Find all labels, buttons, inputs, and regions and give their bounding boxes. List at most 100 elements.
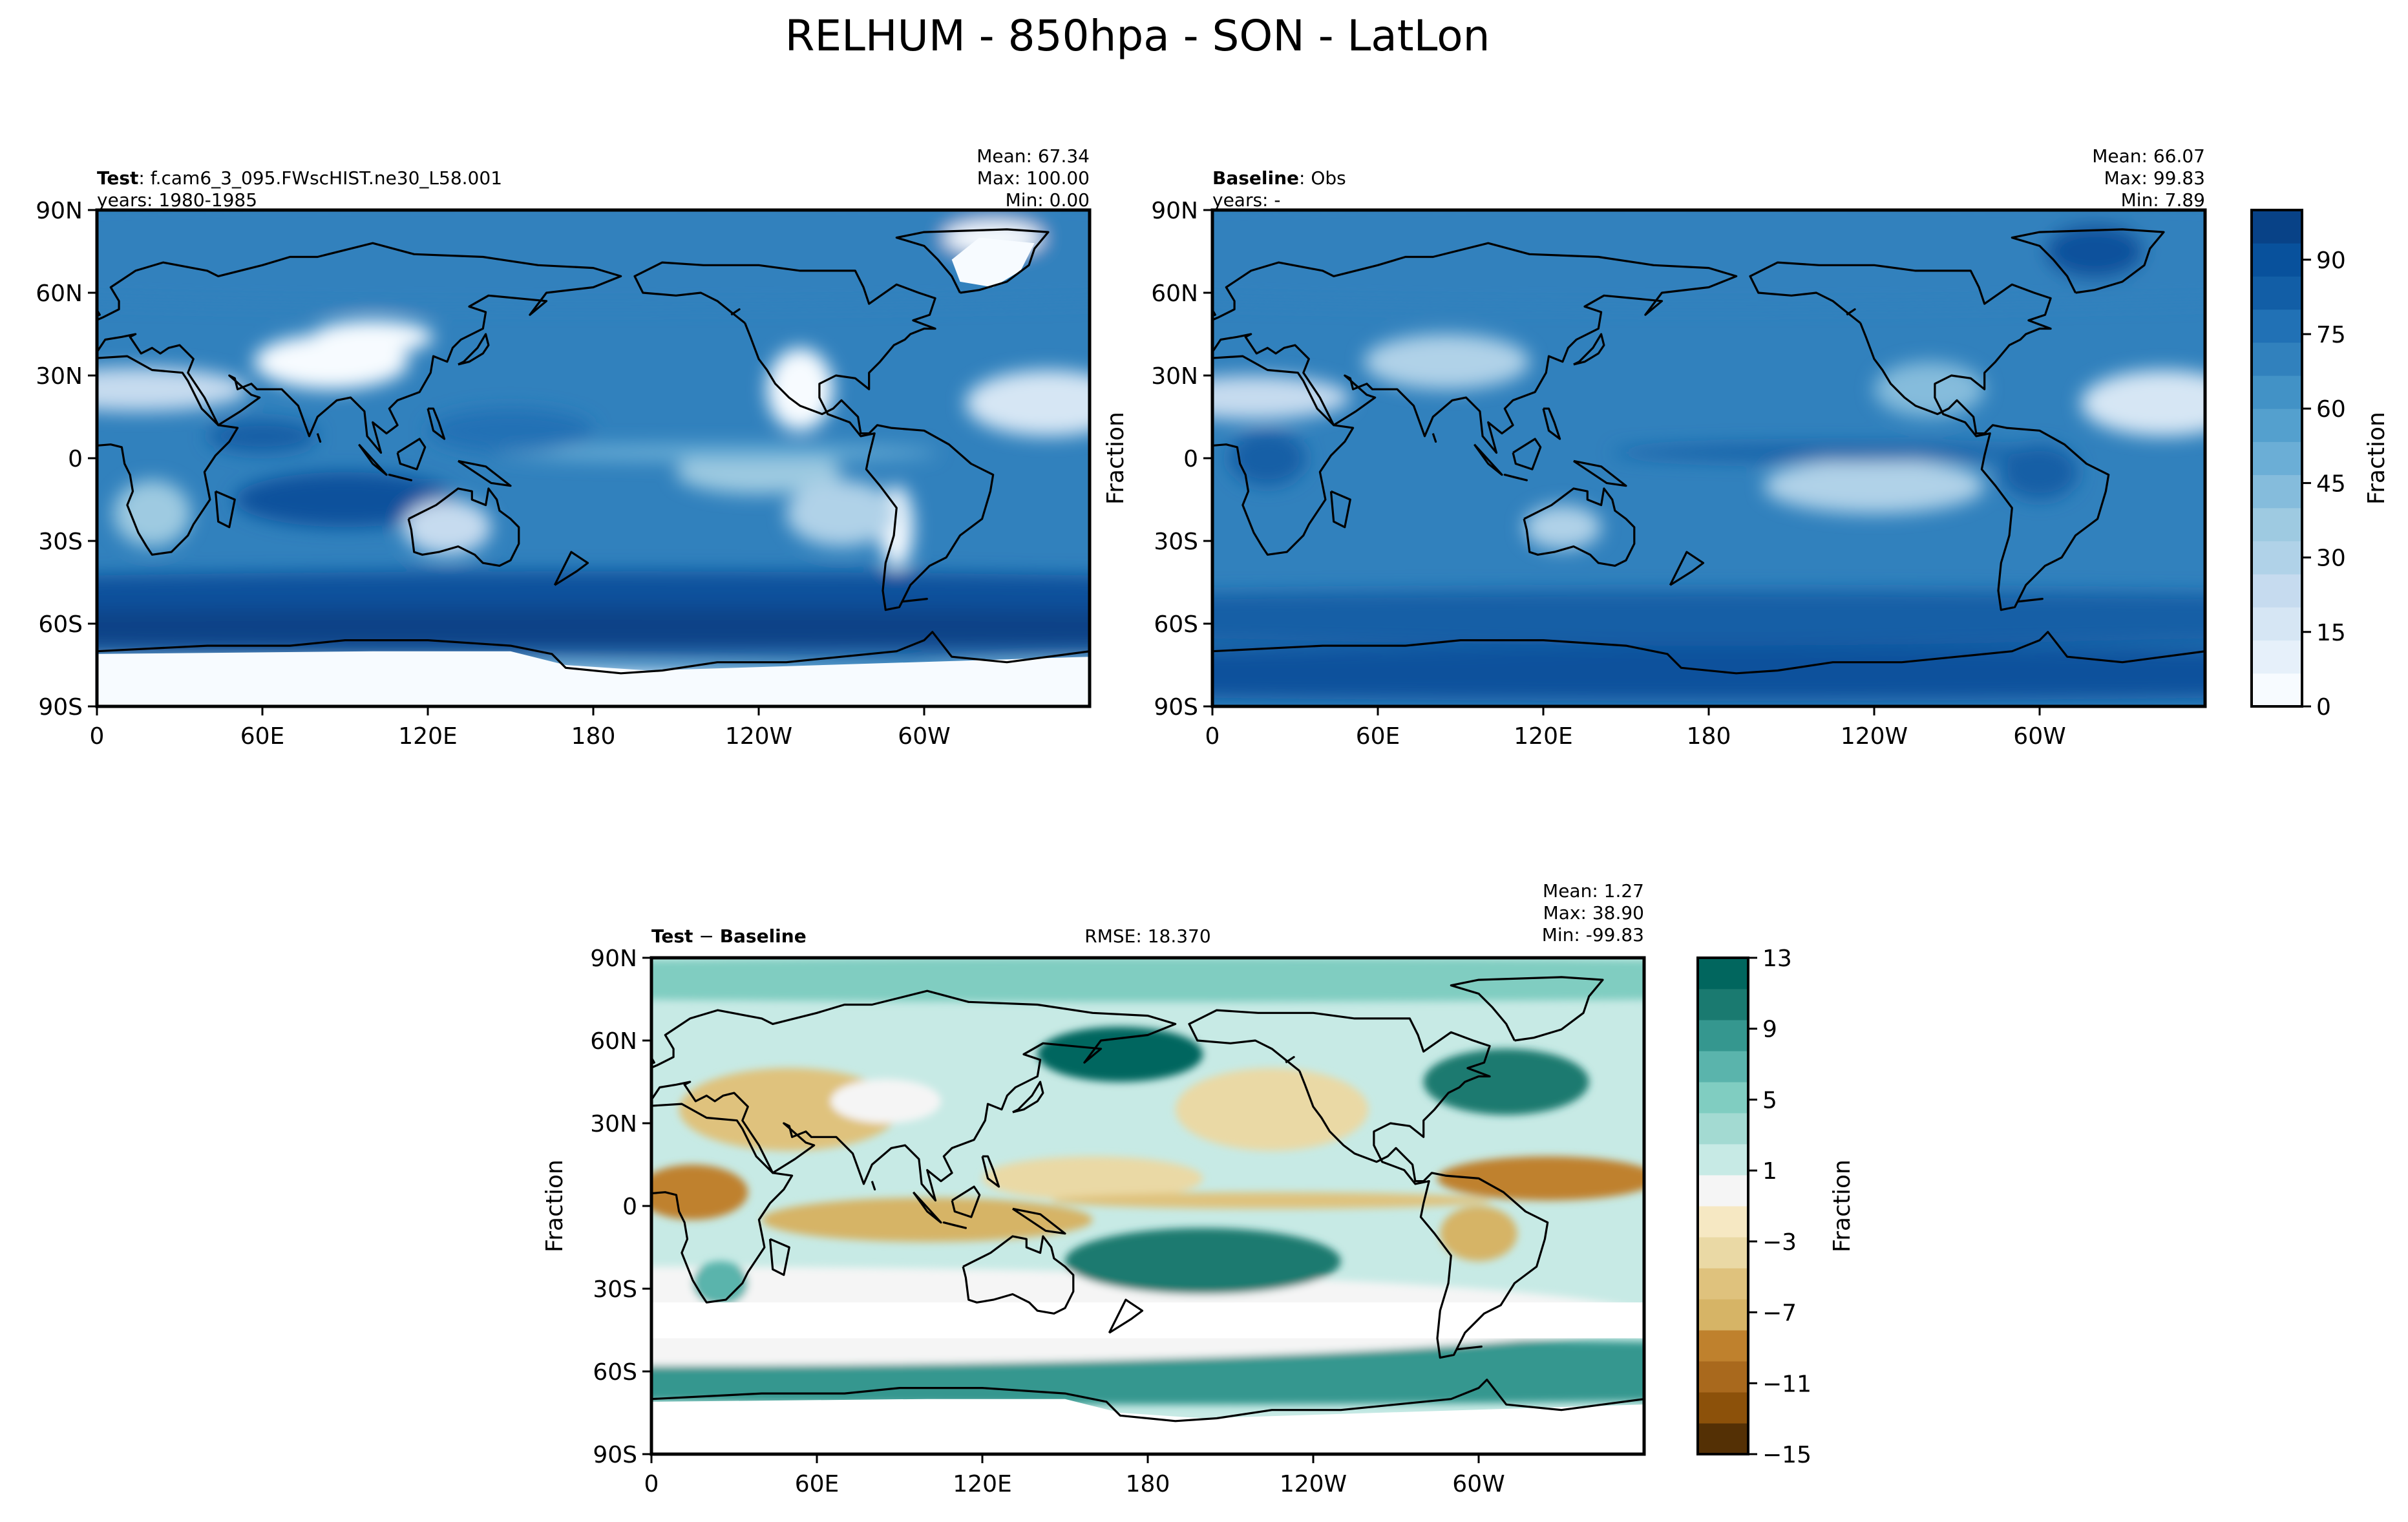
test-label: Test: f.cam6_3_095.FWscHIST.ne30_L58.001 xyxy=(97,167,502,189)
svg-text:90S: 90S xyxy=(593,1442,637,1468)
test-max: Max: 100.00 xyxy=(977,167,1090,189)
test-x-ticks: 0 60E 120E 180 120W 60W xyxy=(90,706,951,750)
baseline-y-ticks: 90N 60N 30N 0 30S 60S 90S xyxy=(1151,198,1212,721)
test-label-case: f.cam6_3_095.FWscHIST.ne30_L58.001 xyxy=(151,167,502,189)
svg-text:60E: 60E xyxy=(795,1471,840,1497)
difference-colorbar-ticks: −15 −11 −7 −3 1 5 9 13 xyxy=(1748,946,1811,1468)
test-y-ticks: 90N 60N 30N 0 30S 60S 90S xyxy=(36,198,97,721)
difference-colorbar: −15 −11 −7 −3 1 5 9 13 Fraction xyxy=(1696,946,1855,1468)
svg-text:30N: 30N xyxy=(590,1111,637,1137)
svg-text:0: 0 xyxy=(2316,694,2331,721)
main-colorbar-ticks: 0 15 30 45 60 75 90 xyxy=(2302,248,2346,721)
difference-max: Max: 38.90 xyxy=(1543,902,1644,924)
svg-text:0: 0 xyxy=(622,1194,637,1220)
svg-text:45: 45 xyxy=(2316,470,2346,497)
figure-title: RELHUM - 850hpa - SON - LatLon xyxy=(785,11,1490,61)
main-colorbar: 0 15 30 45 60 75 90 Fraction xyxy=(2250,209,2390,721)
difference-mean: Mean: 1.27 xyxy=(1543,880,1644,902)
svg-text:60W: 60W xyxy=(2013,723,2065,750)
baseline-label: Baseline: Obs xyxy=(1212,167,1346,189)
difference-colorbar-bands xyxy=(1698,958,1748,1455)
svg-text:60W: 60W xyxy=(898,723,950,750)
svg-text:30S: 30S xyxy=(593,1276,637,1303)
svg-text:−11: −11 xyxy=(1762,1371,1811,1397)
svg-text:180: 180 xyxy=(571,723,616,750)
svg-text:120W: 120W xyxy=(725,723,792,750)
svg-text:90N: 90N xyxy=(1151,198,1198,224)
baseline-x-ticks: 0 60E 120E 180 120W 60W xyxy=(1205,706,2066,750)
svg-text:0: 0 xyxy=(68,446,83,472)
main-colorbar-frame xyxy=(2250,209,2303,708)
baseline-label-source: Obs xyxy=(1311,167,1346,189)
difference-ylabel: Fraction xyxy=(542,1159,568,1252)
difference-colorbar-frame xyxy=(1696,957,1749,1455)
svg-text:−15: −15 xyxy=(1762,1442,1811,1468)
test-panel: 0 60E 120E 180 120W 60W 90N 60N 30N 0 30S 60S 90S T… xyxy=(36,145,1092,750)
test-field-map xyxy=(97,210,1090,706)
difference-label: Test − Baseline xyxy=(651,925,807,947)
svg-text:120W: 120W xyxy=(1280,1471,1347,1497)
svg-text:60W: 60W xyxy=(1452,1471,1505,1497)
difference-panel: 0 60E 120E 180 120W 60W 90N 60N 30N 0 30S 60S 90S F… xyxy=(542,880,1646,1497)
svg-text:60N: 60N xyxy=(590,1028,637,1055)
svg-text:60E: 60E xyxy=(240,723,285,750)
svg-text:9: 9 xyxy=(1762,1017,1777,1043)
test-label-bold: Test xyxy=(97,167,138,189)
svg-text:30N: 30N xyxy=(36,363,83,390)
difference-field-map xyxy=(651,958,1644,1454)
svg-text:5: 5 xyxy=(1762,1087,1777,1114)
svg-text:60N: 60N xyxy=(36,280,83,307)
baseline-coastlines xyxy=(1212,228,2205,675)
test-coastlines xyxy=(97,228,1090,675)
svg-text:13: 13 xyxy=(1762,946,1792,972)
svg-text:120E: 120E xyxy=(398,723,457,750)
difference-min: Min: -99.83 xyxy=(1542,924,1644,946)
svg-text:90S: 90S xyxy=(1154,694,1198,721)
baseline-field-map xyxy=(1212,210,2205,706)
svg-text:120E: 120E xyxy=(953,1471,1011,1497)
main-colorbar-label: Fraction xyxy=(2363,412,2390,505)
svg-text:−7: −7 xyxy=(1762,1300,1797,1327)
baseline-min: Min: 7.89 xyxy=(2121,189,2205,211)
svg-text:0: 0 xyxy=(1205,723,1220,750)
svg-text:90N: 90N xyxy=(590,946,637,972)
svg-text:60S: 60S xyxy=(593,1359,637,1386)
svg-text:0: 0 xyxy=(90,723,105,750)
svg-text:30N: 30N xyxy=(1151,363,1198,390)
svg-text:60S: 60S xyxy=(38,611,83,638)
test-mean: Mean: 67.34 xyxy=(977,145,1090,167)
svg-text:120E: 120E xyxy=(1514,723,1572,750)
svg-text:30S: 30S xyxy=(1154,529,1198,555)
svg-text:15: 15 xyxy=(2316,620,2346,646)
difference-colorbar-label: Fraction xyxy=(1829,1159,1855,1252)
difference-coastlines xyxy=(651,976,1644,1422)
baseline-panel: 0 60E 120E 180 120W 60W 90N 60N 30N 0 30S 60S 90S F… xyxy=(1103,145,2207,750)
svg-text:30S: 30S xyxy=(38,529,83,555)
svg-text:120W: 120W xyxy=(1841,723,1908,750)
svg-text:60E: 60E xyxy=(1356,723,1400,750)
svg-text:0: 0 xyxy=(1183,446,1198,472)
svg-text:−3: −3 xyxy=(1762,1229,1797,1256)
baseline-mean: Mean: 66.07 xyxy=(2092,145,2205,167)
svg-text:75: 75 xyxy=(2316,322,2346,348)
svg-text:30: 30 xyxy=(2316,545,2346,572)
difference-x-ticks: 0 60E 120E 180 120W 60W xyxy=(644,1454,1505,1497)
svg-text:90S: 90S xyxy=(38,694,83,721)
baseline-max: Max: 99.83 xyxy=(2104,167,2205,189)
svg-text:180: 180 xyxy=(1126,1471,1170,1497)
baseline-label-bold: Baseline xyxy=(1212,167,1299,189)
main-colorbar-bands xyxy=(2252,210,2302,707)
svg-text:60S: 60S xyxy=(1154,611,1198,638)
difference-rmse: RMSE: 18.370 xyxy=(1084,925,1210,947)
svg-text:60N: 60N xyxy=(1151,280,1198,307)
svg-text:180: 180 xyxy=(1687,723,1731,750)
test-min: Min: 0.00 xyxy=(1006,189,1090,211)
svg-text:60: 60 xyxy=(2316,396,2346,423)
baseline-years: years: - xyxy=(1212,189,1281,211)
test-years: years: 1980-1985 xyxy=(97,189,257,211)
difference-y-ticks: 90N 60N 30N 0 30S 60S 90S xyxy=(590,946,651,1468)
svg-text:1: 1 xyxy=(1762,1158,1777,1185)
svg-text:0: 0 xyxy=(644,1471,659,1497)
baseline-ylabel: Fraction xyxy=(1103,412,1129,505)
